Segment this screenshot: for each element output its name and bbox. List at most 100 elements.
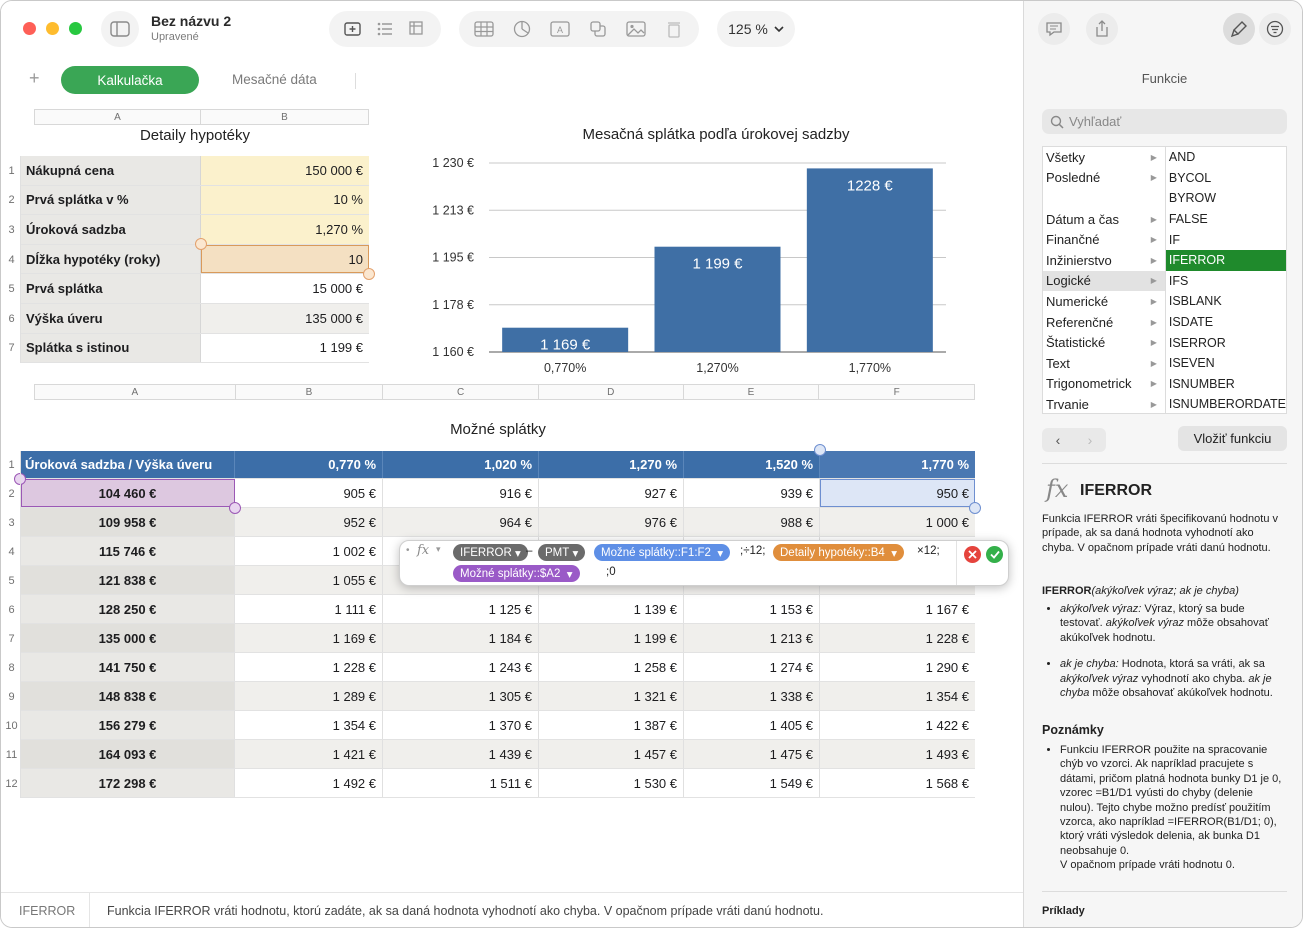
table-cell[interactable]: 128 250 € bbox=[21, 595, 235, 623]
table-cell[interactable]: 1 457 € bbox=[539, 740, 684, 768]
table-cell[interactable]: 1 139 € bbox=[539, 595, 684, 623]
category-item[interactable]: Trvanie ▶ bbox=[1043, 394, 1165, 415]
table-cell[interactable]: 988 € bbox=[684, 508, 820, 536]
text-box-icon[interactable]: A bbox=[549, 18, 571, 40]
table-cell[interactable]: 1 530 € bbox=[539, 769, 684, 797]
table-cell[interactable]: 1 228 € bbox=[820, 624, 975, 652]
row-number[interactable]: 1 bbox=[3, 451, 21, 479]
forward-button[interactable]: › bbox=[1087, 432, 1093, 448]
table-cell[interactable]: 1 511 € bbox=[383, 769, 539, 797]
list-icon[interactable] bbox=[374, 18, 396, 40]
table-layout-icon[interactable] bbox=[406, 18, 428, 40]
column-header[interactable]: C bbox=[383, 385, 539, 399]
row-label[interactable]: Prvá splátka v % bbox=[21, 185, 201, 215]
function-item[interactable]: IFS bbox=[1168, 273, 1189, 288]
function-item[interactable]: BYCOL bbox=[1168, 170, 1212, 185]
add-sheet-button[interactable]: + bbox=[29, 68, 40, 88]
function-item[interactable]: FALSE bbox=[1168, 212, 1208, 227]
table-cell[interactable]: 121 838 € bbox=[21, 566, 235, 594]
function-token-iferror[interactable]: IFERROR ▾ bbox=[453, 544, 528, 561]
shape-icon[interactable] bbox=[587, 18, 609, 40]
header-cell[interactable]: 1,770 % bbox=[820, 451, 975, 478]
table-cell[interactable]: 1 258 € bbox=[539, 653, 684, 681]
category-item[interactable]: Text ▶ bbox=[1043, 353, 1165, 374]
media-icon[interactable] bbox=[625, 18, 647, 40]
table-cell[interactable]: 135 000 € bbox=[21, 624, 235, 652]
back-button[interactable]: ‹ bbox=[1055, 432, 1061, 448]
function-item[interactable]: ISEVEN bbox=[1168, 356, 1215, 371]
category-item[interactable] bbox=[1043, 188, 1165, 209]
header-cell[interactable]: 1,520 % bbox=[684, 451, 820, 478]
function-item[interactable]: AND bbox=[1168, 150, 1196, 165]
row-number[interactable]: 5 bbox=[8, 283, 15, 296]
format-button[interactable] bbox=[1223, 13, 1255, 45]
row-label[interactable]: Splátka s istinou bbox=[21, 333, 201, 363]
row-number[interactable]: 3 bbox=[8, 223, 15, 236]
function-item[interactable]: IFERROR bbox=[1165, 249, 1286, 271]
table-cell[interactable]: 952 € bbox=[235, 508, 383, 536]
table-cell[interactable]: 109 958 € bbox=[21, 508, 235, 536]
add-row-icon[interactable] bbox=[342, 18, 364, 40]
column-header[interactable]: F bbox=[893, 386, 900, 398]
table-cell[interactable]: 1 422 € bbox=[925, 717, 969, 733]
table-cell[interactable]: 1 055 € bbox=[235, 566, 383, 594]
share-button[interactable] bbox=[1086, 13, 1118, 45]
table-cell[interactable]: 1 549 € bbox=[684, 769, 820, 797]
table-cell[interactable]: 950 € bbox=[820, 479, 975, 507]
header-cell[interactable]: Úroková sadzba / Výška úveru bbox=[21, 451, 235, 478]
row-number[interactable]: 1 bbox=[8, 164, 15, 177]
fx-icon[interactable]: fx bbox=[417, 543, 430, 558]
category-item[interactable]: Referenčné ▶ bbox=[1043, 312, 1165, 333]
close-window-button[interactable] bbox=[23, 22, 36, 35]
function-item[interactable]: IF bbox=[1168, 232, 1180, 247]
cell-value[interactable]: 135 000 € bbox=[201, 303, 369, 333]
cell-value[interactable]: 1,270 % bbox=[201, 215, 369, 244]
table-cell[interactable]: 1 167 € bbox=[925, 601, 969, 617]
row-number[interactable]: 12 bbox=[3, 769, 21, 798]
table-cell[interactable]: 939 € bbox=[684, 479, 820, 507]
function-item[interactable]: ISBLANK bbox=[1168, 294, 1222, 309]
table-cell[interactable]: 1 289 € bbox=[235, 682, 383, 710]
table-cell[interactable]: 1 370 € bbox=[383, 711, 539, 739]
comment-button[interactable] bbox=[1038, 13, 1070, 45]
table-cell[interactable]: 1 405 € bbox=[684, 711, 820, 739]
table-cell[interactable]: 1 290 € bbox=[925, 659, 969, 675]
minimize-window-button[interactable] bbox=[46, 22, 59, 35]
table-cell[interactable]: 1 492 € bbox=[235, 769, 383, 797]
table-cell[interactable]: 156 279 € bbox=[21, 711, 235, 739]
table-cell[interactable]: 1 213 € bbox=[684, 624, 820, 652]
table-cell[interactable]: 916 € bbox=[383, 479, 539, 507]
row-number[interactable]: 7 bbox=[3, 624, 21, 653]
category-item[interactable]: Finančné ▶ bbox=[1043, 229, 1165, 250]
header-cell[interactable]: 0,770 % bbox=[235, 451, 383, 478]
table-cell[interactable]: 1 421 € bbox=[235, 740, 383, 768]
table-cell[interactable]: 141 750 € bbox=[21, 653, 235, 681]
row-number[interactable]: 7 bbox=[8, 342, 15, 355]
selection-handle[interactable] bbox=[363, 268, 375, 280]
table-cell[interactable]: 1 228 € bbox=[235, 653, 383, 681]
function-token-pmt[interactable]: PMT ▾ bbox=[538, 544, 586, 561]
chart-bar[interactable] bbox=[654, 246, 781, 352]
chart-icon[interactable] bbox=[511, 18, 533, 40]
row-number[interactable]: 4 bbox=[8, 253, 15, 266]
table-cell[interactable]: 1 475 € bbox=[684, 740, 820, 768]
row-number[interactable]: 6 bbox=[8, 312, 15, 325]
row-number[interactable]: 5 bbox=[3, 566, 21, 595]
row-label[interactable]: Prvá splátka bbox=[21, 274, 201, 303]
category-item[interactable]: Inžinierstvo ▶ bbox=[1043, 250, 1165, 271]
table-cell[interactable]: 1 125 € bbox=[383, 595, 539, 623]
table-cell[interactable]: 1 354 € bbox=[235, 711, 383, 739]
drag-handle-icon[interactable]: • bbox=[406, 545, 410, 556]
table-cell[interactable]: 964 € bbox=[383, 508, 539, 536]
column-header[interactable]: B bbox=[281, 111, 288, 123]
cancel-formula-button[interactable] bbox=[964, 546, 981, 563]
comment-icon[interactable] bbox=[663, 18, 685, 40]
row-number[interactable]: 10 bbox=[3, 711, 21, 740]
tab-kalkulacka[interactable]: Kalkulačka bbox=[61, 66, 199, 94]
zoom-window-button[interactable] bbox=[69, 22, 82, 35]
column-header[interactable]: E bbox=[684, 385, 820, 399]
reference-token-a2[interactable]: Možné splátky::$A2 ▾ bbox=[453, 565, 580, 582]
table-cell[interactable]: 1 439 € bbox=[383, 740, 539, 768]
table-cell[interactable]: 1 169 € bbox=[235, 624, 383, 652]
cell-value[interactable]: 10 bbox=[201, 244, 369, 274]
